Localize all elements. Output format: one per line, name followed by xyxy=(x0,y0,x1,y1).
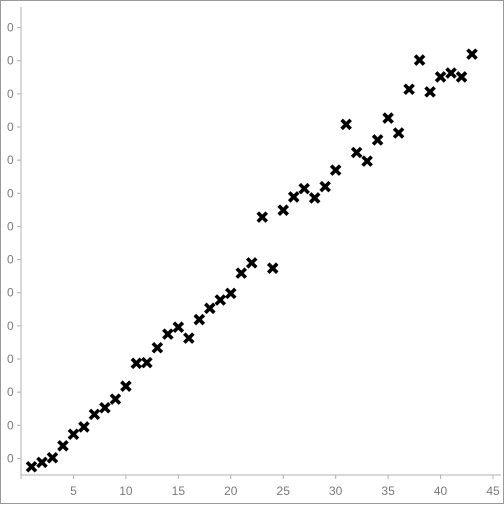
scatter-point xyxy=(403,83,415,95)
scatter-point xyxy=(392,127,405,139)
scatter-point xyxy=(424,86,436,98)
scatter-point xyxy=(256,211,269,223)
y-tick-label: 0 xyxy=(7,352,14,366)
y-tick-label: 0 xyxy=(7,120,14,134)
y-tick-label: 0 xyxy=(7,87,14,101)
x-tick-label: 25 xyxy=(277,484,291,498)
scatter-point xyxy=(172,321,185,333)
axes xyxy=(20,7,501,476)
y-tick-label: 0 xyxy=(7,54,14,68)
scatter-point xyxy=(445,67,457,79)
y-tick-label: 0 xyxy=(7,418,14,432)
x-tick-label: 30 xyxy=(329,484,343,498)
scatter-point xyxy=(67,428,80,441)
scatter-point xyxy=(99,401,111,414)
x-ticks: 5 10 15 20 25 30 35 40 45 xyxy=(20,475,500,498)
scatter-point xyxy=(25,460,38,473)
scatter-point xyxy=(287,191,300,203)
scatter-point xyxy=(266,262,279,274)
x-tick-label: 35 xyxy=(381,484,395,498)
y-tick-label: 0 xyxy=(7,21,14,35)
scatter-point xyxy=(151,341,164,354)
y-tick-label: 0 xyxy=(7,253,14,267)
x-tick-label: 20 xyxy=(224,484,238,498)
x-tick-label: 5 xyxy=(70,484,77,498)
y-tick-label: 0 xyxy=(7,319,14,333)
y-tick-label: 0 xyxy=(7,385,14,399)
scatter-point xyxy=(319,180,331,193)
x-tick-label: 15 xyxy=(172,484,186,498)
scatter-point xyxy=(204,302,216,315)
scatter-point xyxy=(36,456,48,469)
scatter-point xyxy=(141,356,153,369)
scatter-point xyxy=(340,118,352,131)
y-tick-label: 0 xyxy=(7,186,14,200)
scatter-point xyxy=(193,313,206,326)
scatter-point xyxy=(361,155,373,167)
scatter-point xyxy=(235,267,248,279)
y-tick-label: 0 xyxy=(7,219,14,233)
scatter-point xyxy=(434,71,447,83)
x-tick-label: 10 xyxy=(119,484,133,498)
scatter-point xyxy=(214,294,227,306)
data-points xyxy=(25,48,478,473)
scatter-point xyxy=(245,257,258,269)
scatter-point xyxy=(413,54,426,66)
scatter-point xyxy=(57,440,69,452)
x-tick-label: 40 xyxy=(434,484,448,498)
scatter-point xyxy=(329,164,342,176)
scatter-point xyxy=(382,112,394,124)
scatter-point xyxy=(371,134,384,146)
scatter-point xyxy=(46,451,59,464)
y-tick-label: 0 xyxy=(7,451,14,465)
scatter-point xyxy=(350,146,363,159)
scatter-point xyxy=(225,287,237,300)
y-ticks: 0 0 0 0 0 0 0 0 0 0 0 0 0 0 xyxy=(7,21,21,465)
scatter-point xyxy=(78,421,90,433)
scatter-point xyxy=(183,332,195,344)
y-tick-label: 0 xyxy=(7,286,14,300)
scatter-point xyxy=(109,393,122,405)
scatter-point xyxy=(120,380,132,392)
x-tick-label: 45 xyxy=(486,484,500,498)
scatter-point xyxy=(308,192,321,204)
scatter-point xyxy=(162,328,174,340)
scatter-point xyxy=(466,48,478,60)
scatter-point xyxy=(455,71,468,83)
scatter-point xyxy=(88,408,101,421)
scatter-point xyxy=(298,182,310,195)
scatter-point xyxy=(277,204,289,216)
y-tick-label: 0 xyxy=(7,153,14,167)
scatter-point xyxy=(130,357,143,370)
